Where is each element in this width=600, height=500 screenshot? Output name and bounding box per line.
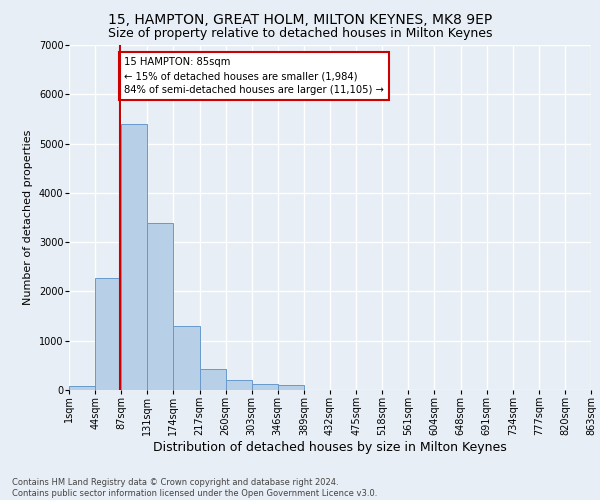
Bar: [69, 386, 95, 390]
Bar: [173, 326, 199, 390]
Text: 15, HAMPTON, GREAT HOLM, MILTON KEYNES, MK8 9EP: 15, HAMPTON, GREAT HOLM, MILTON KEYNES, …: [108, 12, 492, 26]
Bar: [199, 369, 226, 390]
Bar: [95, 278, 121, 390]
Bar: [252, 384, 278, 390]
Text: Size of property relative to detached houses in Milton Keynes: Size of property relative to detached ho…: [108, 28, 492, 40]
Y-axis label: Number of detached properties: Number of detached properties: [23, 130, 33, 305]
Bar: [121, 124, 148, 390]
Text: 15 HAMPTON: 85sqm
← 15% of detached houses are smaller (1,984)
84% of semi-detac: 15 HAMPTON: 85sqm ← 15% of detached hous…: [124, 58, 383, 96]
Bar: [278, 384, 304, 390]
Text: Contains HM Land Registry data © Crown copyright and database right 2024.
Contai: Contains HM Land Registry data © Crown c…: [12, 478, 377, 498]
Bar: [148, 224, 173, 390]
Bar: [226, 380, 252, 390]
X-axis label: Distribution of detached houses by size in Milton Keynes: Distribution of detached houses by size …: [153, 440, 507, 454]
